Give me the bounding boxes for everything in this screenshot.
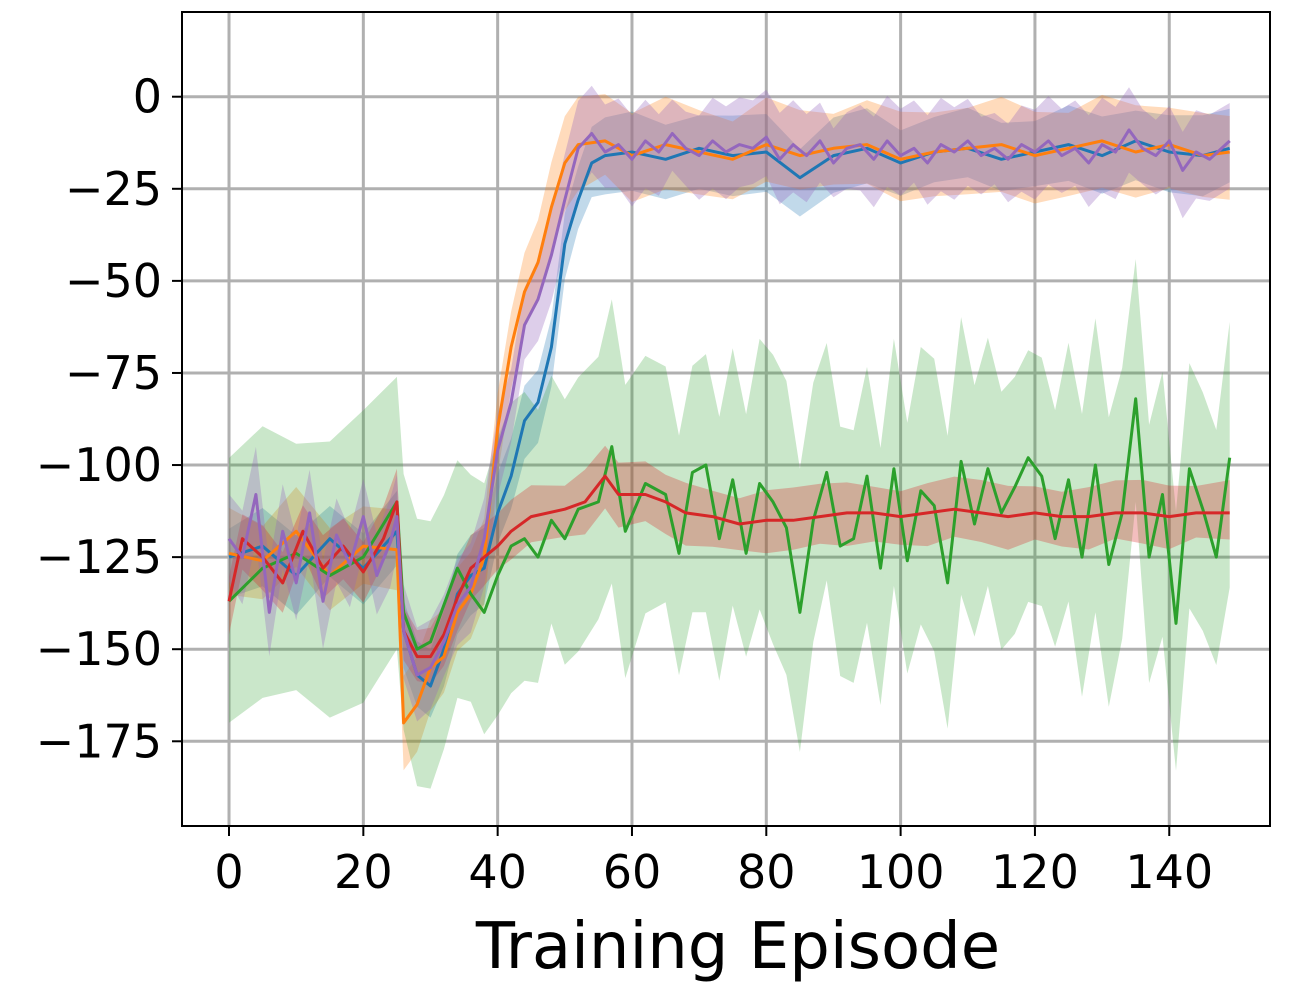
y-axis-ticks: 0 −25 −50 −75 −100 −125 −150 −175 <box>36 70 182 768</box>
y-tick-label: 0 <box>133 70 162 124</box>
x-tick-label: 0 <box>214 845 243 899</box>
series-lines <box>227 128 1232 725</box>
x-tick-label: 40 <box>468 845 527 899</box>
series-3-line <box>227 397 1232 651</box>
x-tick-label: 60 <box>603 845 662 899</box>
series-3-band <box>229 259 1230 789</box>
x-tick-label: 120 <box>991 845 1079 899</box>
x-tick-label: 80 <box>737 845 796 899</box>
x-axis-ticks: 0 20 40 60 80 100 120 140 <box>214 826 1213 899</box>
x-tick-label: 20 <box>334 845 393 899</box>
y-tick-label: −175 <box>36 714 162 768</box>
y-tick-label: −125 <box>36 530 162 584</box>
series-4-line <box>227 474 1230 659</box>
grid <box>182 12 1270 826</box>
series-2-band <box>229 94 1230 771</box>
y-tick-label: −75 <box>65 346 162 400</box>
y-tick-label: −25 <box>65 162 162 216</box>
x-axis-title: Training Episode <box>475 910 1000 984</box>
y-tick-label: −150 <box>36 622 162 676</box>
x-tick-label: 100 <box>857 845 945 899</box>
series-5-line <box>227 128 1231 677</box>
series-1-band <box>229 105 1230 718</box>
y-tick-label: −100 <box>36 438 162 492</box>
y-tick-label: −50 <box>65 254 162 308</box>
plot-frame <box>181 11 1271 827</box>
x-tick-label: 140 <box>1125 845 1213 899</box>
